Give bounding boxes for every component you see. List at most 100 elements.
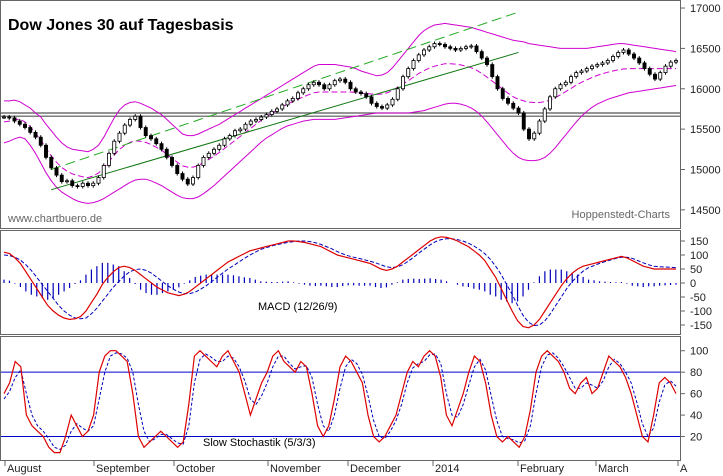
candle-body: [637, 57, 642, 64]
candle-body: [233, 130, 237, 136]
candle-body: [453, 48, 458, 51]
candle-body: [301, 88, 306, 94]
candle-body: [322, 84, 327, 90]
stoch-y-tick-label: 100: [690, 346, 708, 358]
candle-body: [532, 132, 537, 140]
candle-body: [511, 102, 516, 109]
candle-body: [668, 61, 673, 67]
candle-body: [621, 49, 626, 53]
candle-body: [359, 91, 363, 95]
chart-title: Dow Jones 30 auf Tagesbasis: [8, 17, 234, 34]
candle-body: [422, 49, 426, 56]
candle-body: [595, 64, 600, 67]
candle-body: [674, 60, 678, 63]
candle-body: [317, 81, 321, 86]
candle-body: [542, 108, 547, 122]
candle-body: [180, 173, 185, 180]
candle-body: [28, 127, 33, 133]
candle-body: [80, 182, 85, 187]
candle-body: [616, 52, 621, 57]
candle-body: [243, 123, 248, 130]
candle-body: [500, 88, 505, 99]
candle-body: [138, 115, 143, 128]
axis-layer: 14500 15000 15500 16000 16500 17000 -150 -100 -5…: [4, 3, 721, 475]
candle-body: [107, 152, 111, 166]
candle-body: [285, 100, 290, 106]
candle-body: [647, 68, 652, 75]
candle-body: [133, 115, 138, 120]
x-month-label: October: [176, 463, 215, 475]
stoch-plot-layer: [1, 349, 680, 454]
x-month-label: November: [270, 463, 321, 475]
candle-body: [17, 120, 22, 125]
candle-body: [443, 43, 447, 48]
watermark-left: www.chartbuero.de: [7, 213, 102, 225]
stoch-y-tick-label: 20: [690, 432, 702, 444]
bollinger-upper-line: [4, 22, 677, 153]
candle-body: [390, 98, 395, 106]
candle-body: [290, 98, 295, 102]
candle-body: [7, 116, 12, 119]
candle-body: [117, 132, 122, 142]
trend-channel-lower: [51, 51, 519, 191]
candle-body: [474, 45, 479, 53]
x-month-label: 2014: [435, 463, 459, 475]
candle-body: [553, 88, 558, 98]
candle-body: [364, 93, 369, 98]
candle-body: [437, 43, 442, 45]
candle-body: [569, 76, 573, 83]
candle-body: [632, 53, 636, 59]
macd-y-tick-label: 0: [690, 278, 696, 290]
candle-body: [411, 60, 416, 69]
x-month-label: February: [520, 463, 565, 475]
candle-body: [353, 88, 358, 93]
candle-body: [54, 167, 59, 176]
candle-body: [306, 84, 311, 90]
candle-body: [464, 46, 468, 49]
candle-body: [343, 78, 348, 83]
macd-y-tick-label: 100: [690, 250, 708, 262]
candle-body: [33, 131, 38, 138]
macd-y-tick-label: -150: [690, 320, 712, 332]
candle-body: [490, 64, 495, 78]
candle-body: [348, 81, 353, 90]
candle-body: [338, 78, 342, 82]
candle-body: [196, 165, 201, 178]
candle-body: [385, 104, 390, 109]
x-month-label: August: [7, 463, 41, 475]
trend-channel-upper: [51, 11, 519, 170]
candle-body: [222, 138, 227, 146]
candle-body: [254, 119, 258, 122]
price-y-tick-label: 15500: [690, 124, 721, 136]
candle-body: [600, 62, 605, 65]
candle-body: [401, 76, 405, 90]
x-month-label: December: [350, 463, 401, 475]
candle-body: [91, 182, 96, 187]
macd-y-tick-label: -100: [690, 306, 712, 318]
candle-body: [185, 178, 190, 185]
candle-body: [332, 80, 337, 86]
watermark-right: Hoppenstedt-Charts: [572, 209, 671, 221]
candle-body: [605, 60, 610, 64]
candle-body: [275, 108, 279, 112]
candle-body: [458, 48, 463, 51]
stoch-y-tick-label: 80: [690, 367, 702, 379]
candle-body: [611, 56, 615, 61]
candle-body: [280, 104, 285, 110]
candle-body: [327, 84, 332, 90]
candle-body: [269, 110, 274, 115]
candle-body: [143, 127, 148, 136]
candle-body: [12, 117, 17, 122]
candle-body: [70, 180, 75, 187]
candle-body: [191, 177, 195, 185]
price-y-tick-label: 14500: [690, 205, 721, 217]
candle-body: [65, 180, 69, 183]
candle-body: [537, 120, 542, 134]
candle-body: [469, 45, 474, 48]
candle-body: [521, 112, 526, 130]
candle-body: [296, 92, 300, 99]
x-month-label: March: [598, 463, 629, 475]
candle-body: [149, 135, 153, 140]
candle-body: [206, 152, 211, 158]
